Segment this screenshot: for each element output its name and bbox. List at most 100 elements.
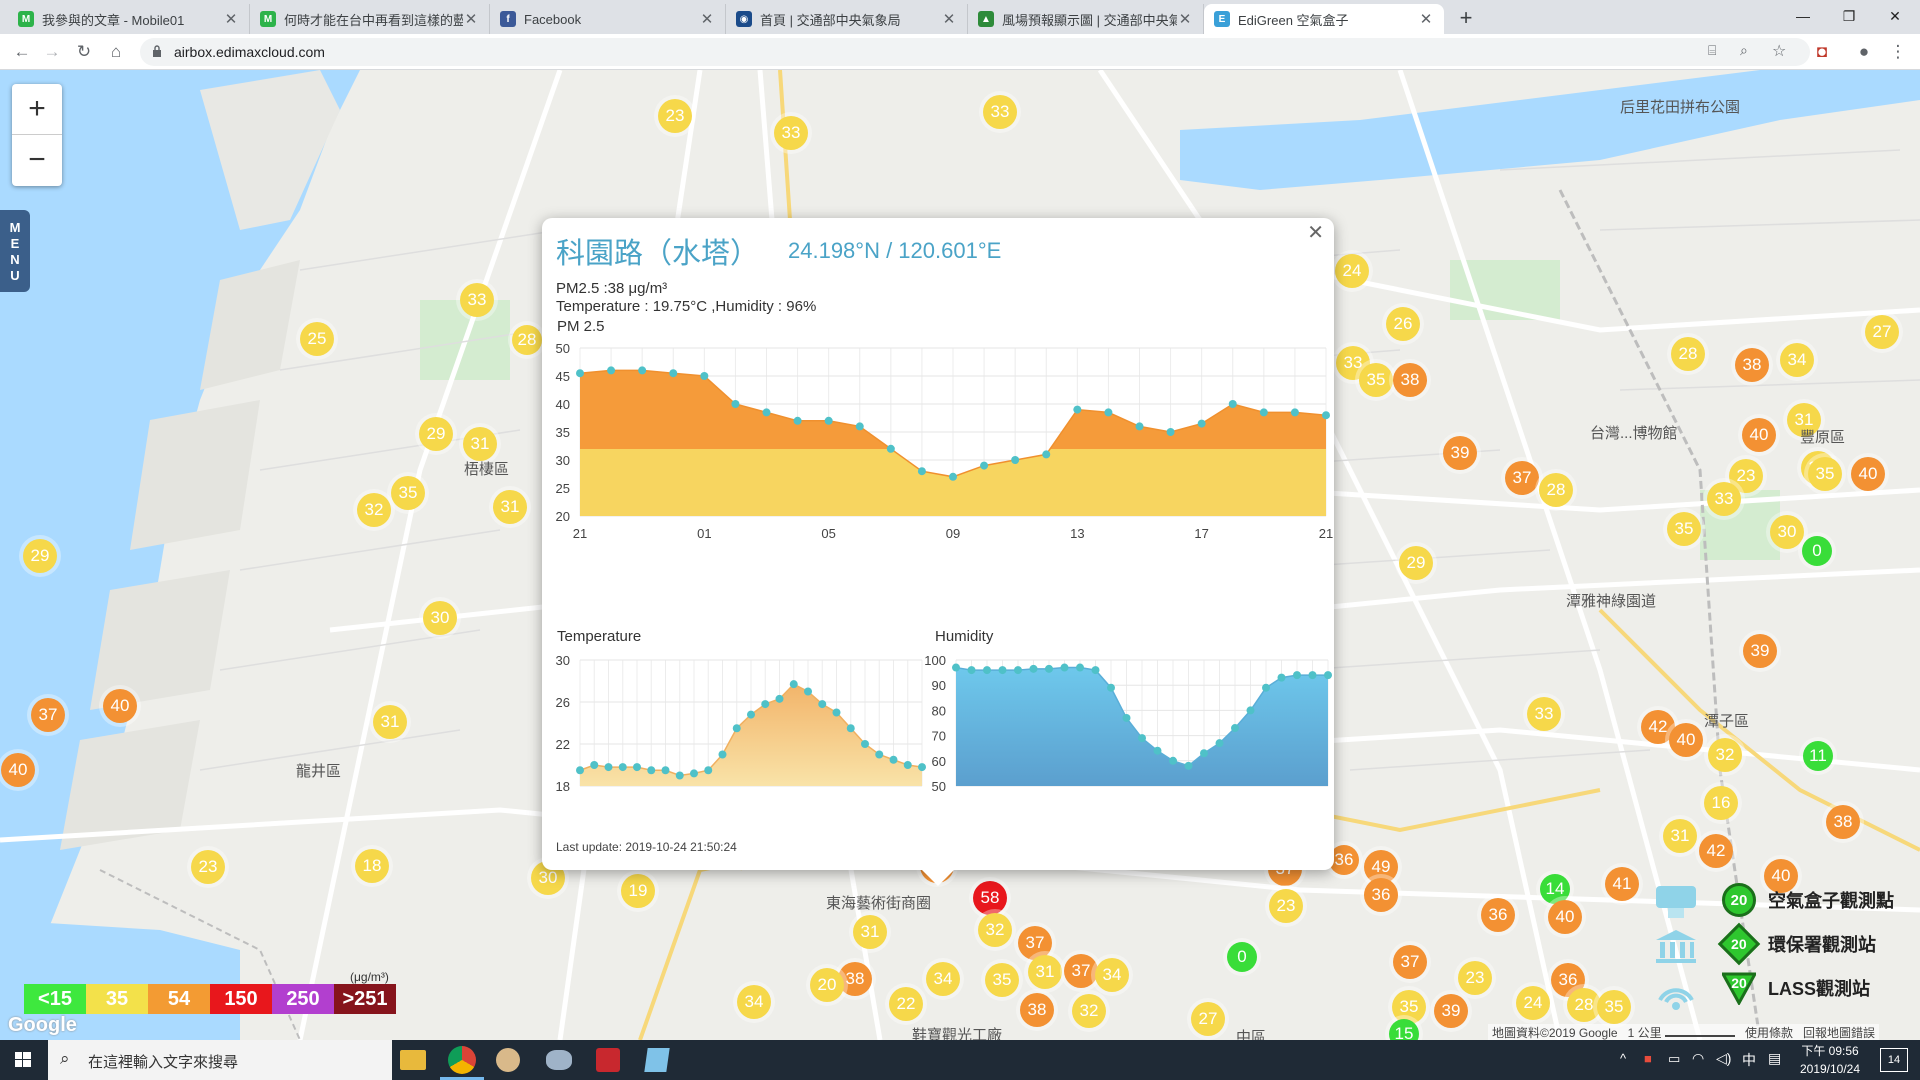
pm25-station-marker[interactable]: 40 <box>1851 457 1885 491</box>
pm25-station-marker[interactable]: 31 <box>1028 955 1062 989</box>
pm25-station-marker[interactable]: 38 <box>838 962 872 996</box>
pm25-station-marker[interactable]: 28 <box>1671 337 1705 371</box>
pm25-station-marker[interactable]: 37 <box>1505 461 1539 495</box>
pm25-station-marker[interactable]: 36 <box>1364 878 1398 912</box>
pm25-station-marker[interactable]: 23 <box>1458 961 1492 995</box>
pm25-station-marker[interactable]: 23 <box>1269 889 1303 923</box>
keyboard-icon[interactable]: ▤ <box>1768 1050 1782 1066</box>
pm25-station-marker[interactable]: 35 <box>391 476 425 510</box>
pm25-station-marker[interactable]: 27 <box>1865 315 1899 349</box>
pm25-station-marker[interactable]: 33 <box>460 283 494 317</box>
pm25-station-marker[interactable]: 31 <box>463 427 497 461</box>
pm25-station-marker[interactable]: 34 <box>737 985 771 1019</box>
pm25-station-marker[interactable]: 41 <box>1605 867 1639 901</box>
pm25-station-marker[interactable]: 28 <box>1567 988 1601 1022</box>
volume-icon[interactable]: ◁) <box>1716 1050 1732 1066</box>
pm25-station-marker[interactable]: 23 <box>1729 459 1763 493</box>
back-icon[interactable]: ← <box>13 42 31 61</box>
pm25-station-marker[interactable]: 25 <box>300 322 334 356</box>
pm25-station-marker[interactable]: 28 <box>512 325 542 355</box>
pm25-station-marker[interactable]: 39 <box>1443 436 1477 470</box>
pm25-station-marker[interactable]: 33 <box>1707 482 1741 516</box>
bookmark-star-icon[interactable]: ☆ <box>1772 43 1787 60</box>
pm25-station-marker[interactable]: 11 <box>1803 741 1833 771</box>
zoom-in-button[interactable]: + <box>12 84 62 135</box>
close-tab-icon[interactable]: ✕ <box>1419 11 1433 28</box>
close-tab-icon[interactable]: ✕ <box>224 11 238 28</box>
forward-icon[interactable]: → <box>43 42 61 61</box>
pm25-station-marker[interactable]: 33 <box>983 95 1017 129</box>
new-tab-button[interactable]: + <box>1459 5 1473 30</box>
pm25-station-marker[interactable]: 15 <box>1389 1019 1419 1040</box>
browser-tab[interactable]: M 我參與的文章 - Mobile01 ✕ <box>8 4 250 34</box>
pm25-station-marker[interactable]: 36 <box>1551 963 1585 997</box>
pm25-station-marker[interactable]: 35 <box>1392 990 1426 1024</box>
battery-icon[interactable]: ▭ <box>1668 1051 1681 1066</box>
maximize-button[interactable]: ❐ <box>1842 8 1856 24</box>
network-icon[interactable]: ◠ <box>1692 1050 1705 1066</box>
zoom-out-button[interactable]: − <box>28 143 46 176</box>
address-bar[interactable]: airbox.edimaxcloud.com ⌸ ⌕ ☆ <box>140 38 1810 66</box>
pm25-station-marker[interactable]: 35 <box>1667 512 1701 546</box>
pm25-station-marker[interactable]: 18 <box>355 849 389 883</box>
pm25-station-marker[interactable]: 37 <box>1393 945 1427 979</box>
pm25-station-marker[interactable]: 30 <box>1770 515 1804 549</box>
pm25-station-marker[interactable]: 23 <box>191 850 225 884</box>
pm25-station-marker[interactable]: 32 <box>1072 994 1106 1028</box>
pm25-station-marker[interactable]: 40 <box>1548 900 1582 934</box>
pm25-station-marker[interactable]: 32 <box>357 493 391 527</box>
browser-tab[interactable]: M 何時才能在台中再看到這樣的藍… ✕ <box>250 4 490 34</box>
close-popup-button[interactable]: ✕ <box>1307 222 1324 244</box>
pm25-station-marker[interactable]: 35 <box>985 963 1019 997</box>
pm25-station-marker[interactable]: 38 <box>1020 993 1054 1027</box>
app-icon[interactable] <box>596 1048 620 1072</box>
pm25-station-marker[interactable]: 29 <box>23 539 57 573</box>
pm25-station-marker[interactable]: 39 <box>1743 634 1777 668</box>
zoom-icon[interactable]: ⌕ <box>1740 42 1748 58</box>
close-tab-icon[interactable]: ✕ <box>700 11 714 28</box>
pm25-station-marker[interactable]: 37 <box>1018 926 1052 960</box>
pm25-station-marker[interactable]: 40 <box>1 753 35 787</box>
pm25-station-marker[interactable]: 37 <box>1064 954 1098 988</box>
pm25-station-marker[interactable]: 31 <box>373 705 407 739</box>
system-clock[interactable]: 下午 09:56 2019/10/24 <box>1790 1042 1870 1078</box>
pm25-station-marker[interactable]: 33 <box>774 116 808 150</box>
pm25-station-marker[interactable]: 36 <box>1481 898 1515 932</box>
tray-chevron-icon[interactable]: ^ <box>1620 1051 1627 1066</box>
pm25-station-marker[interactable]: 29 <box>1399 546 1433 580</box>
browser-tab[interactable]: f Facebook ✕ <box>490 4 726 34</box>
pm25-station-marker[interactable]: 32 <box>978 913 1012 947</box>
translate-icon[interactable]: ⌸ <box>1708 42 1717 58</box>
pm25-station-marker[interactable]: 58 <box>973 881 1007 915</box>
windows-start-icon[interactable] <box>0 1040 46 1080</box>
pm25-station-marker[interactable]: 37 <box>31 698 65 732</box>
pm25-station-marker[interactable]: 40 <box>1742 418 1776 452</box>
pm25-station-marker[interactable]: 35 <box>1808 457 1842 491</box>
pm25-station-marker[interactable]: 19 <box>621 874 655 908</box>
pm25-station-marker[interactable]: 31 <box>493 490 527 524</box>
pm25-station-marker[interactable]: 22 <box>889 987 923 1021</box>
pm25-station-marker[interactable]: 16 <box>1704 786 1738 820</box>
air-quality-map[interactable]: 23 33 33 33 25 28 29 31 35 32 31 29 30 37 40 31 40 23 18 30… <box>0 70 1920 1040</box>
pm25-station-marker[interactable]: 42 <box>1699 834 1733 868</box>
profile-icon[interactable]: ● <box>1858 42 1870 61</box>
pm25-station-marker[interactable]: 40 <box>103 689 137 723</box>
pm25-station-marker[interactable]: 40 <box>1669 723 1703 757</box>
chrome-icon[interactable] <box>448 1046 476 1074</box>
pm25-station-marker[interactable]: 35 <box>1597 990 1631 1024</box>
pm25-station-marker[interactable]: 29 <box>419 417 453 451</box>
extension-icon[interactable]: ◘ <box>1816 42 1828 61</box>
app-icon[interactable] <box>644 1048 670 1072</box>
close-tab-icon[interactable]: ✕ <box>464 11 478 28</box>
pm25-station-marker[interactable]: 33 <box>1336 346 1370 380</box>
pm25-station-marker[interactable]: 0 <box>1802 536 1832 566</box>
pm25-station-marker[interactable]: 28 <box>1539 473 1573 507</box>
tray-app-icon[interactable]: ■ <box>1644 1051 1652 1066</box>
close-tab-icon[interactable]: ✕ <box>942 11 956 28</box>
pm25-station-marker[interactable]: 38 <box>1735 348 1769 382</box>
taskbar-search-input[interactable]: ⌕ 在這裡輸入文字來搜尋 <box>48 1040 392 1080</box>
pm25-station-marker[interactable]: 40 <box>1764 859 1798 893</box>
pm25-station-marker[interactable]: 24 <box>1516 986 1550 1020</box>
pm25-station-marker[interactable]: 38 <box>1393 363 1427 397</box>
